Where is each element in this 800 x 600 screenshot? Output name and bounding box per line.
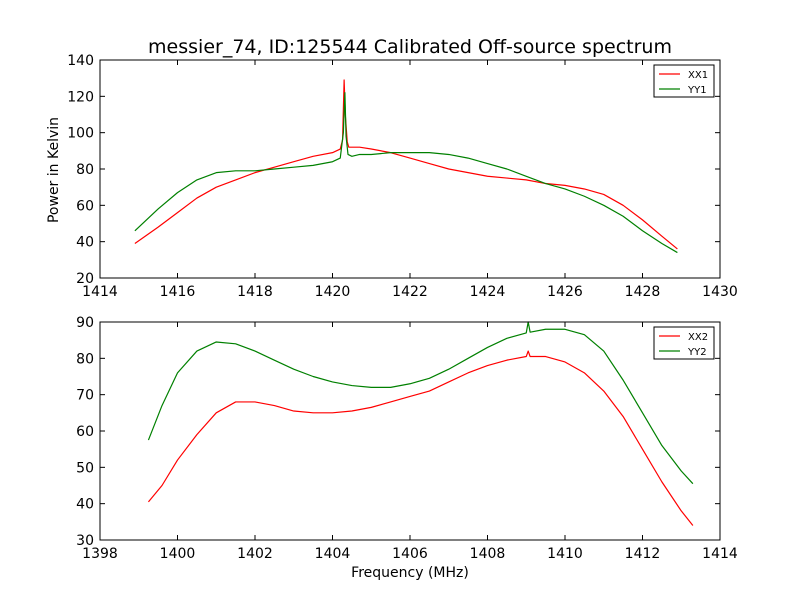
- x-tick-label: 1408: [470, 546, 506, 562]
- x-tick-label: 1418: [237, 284, 273, 300]
- x-tick-label: 1410: [547, 546, 583, 562]
- x-tick-label: 1416: [160, 284, 196, 300]
- y-tick-label: 140: [67, 53, 94, 69]
- x-tick-label: 1424: [470, 284, 506, 300]
- x-tick-label: 1406: [392, 546, 428, 562]
- y-tick-label: 70: [76, 388, 94, 404]
- y-tick-label: 60: [76, 198, 94, 214]
- legend-label-yy1: YY1: [687, 85, 707, 96]
- y-tick-label: 40: [76, 235, 94, 251]
- y-tick-label: 100: [67, 126, 94, 142]
- x-tick-label: 1422: [392, 284, 428, 300]
- plot-area: [100, 322, 720, 540]
- x-tick-label: 1426: [547, 284, 583, 300]
- y-tick-label: 40: [76, 497, 94, 513]
- top-panel: 1414 1416 1418 1420 1422 1424 1426 1428 1430 20 40…: [67, 53, 738, 300]
- x-tick-label: 1420: [315, 284, 351, 300]
- x-tick-label: 1412: [625, 546, 661, 562]
- y-tick-label: 30: [76, 533, 94, 549]
- x-tick-label: 1428: [625, 284, 661, 300]
- legend-label-yy2: YY2: [687, 347, 707, 358]
- legend-box: [653, 326, 715, 360]
- chart-title: messier_74, ID:125544 Calibrated Off-sou…: [148, 36, 672, 58]
- plot-area: [100, 60, 720, 278]
- legend-box: [653, 64, 715, 98]
- x-tick-label: 1414: [82, 284, 118, 300]
- y-tick-label: 60: [76, 424, 94, 440]
- y-tick-label: 120: [67, 89, 94, 105]
- y-tick-label: 80: [76, 162, 94, 178]
- series-line-yy2: [147, 321, 694, 485]
- legend-label-xx1: XX1: [688, 70, 708, 81]
- x-tick-label: 1414: [702, 546, 738, 562]
- x-tick-label: 1400: [160, 546, 196, 562]
- x-tick-label: 1404: [315, 546, 351, 562]
- x-tick-label: 1398: [82, 546, 118, 562]
- series-line-xx2: [147, 350, 694, 526]
- x-tick-label: 1402: [237, 546, 273, 562]
- legend-label-xx2: XX2: [688, 332, 708, 343]
- series-line-yy1: [134, 92, 678, 254]
- y-tick-label: 90: [76, 315, 94, 331]
- x-tick-label: 1430: [702, 284, 738, 300]
- bottom-panel: 1398 1400 1402 1404 1406 1408 1410 1412 1414 30 40…: [76, 315, 738, 562]
- series-line-xx1: [134, 79, 678, 250]
- y-axis-label: Power in Kelvin: [46, 117, 62, 223]
- x-axis-label: Frequency (MHz): [351, 565, 469, 581]
- y-tick-label: 80: [76, 351, 94, 367]
- y-tick-label: 50: [76, 460, 94, 476]
- y-tick-label: 20: [76, 271, 94, 287]
